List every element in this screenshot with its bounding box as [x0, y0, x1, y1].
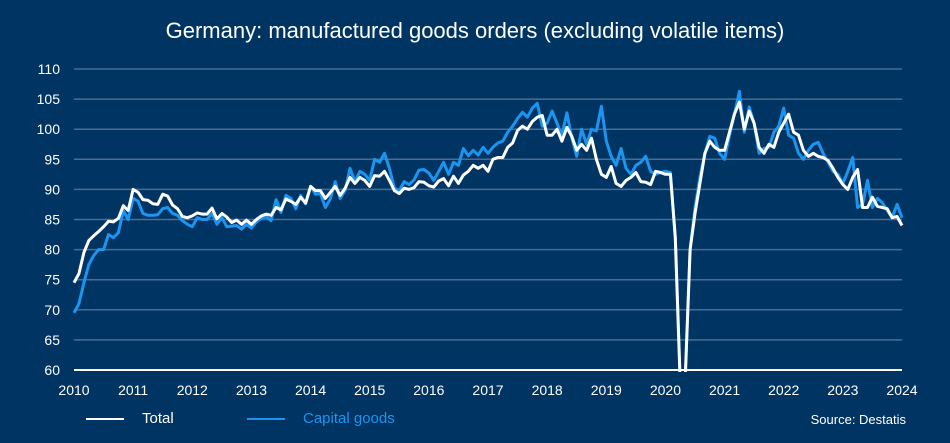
y-tick-label: 70 [44, 302, 60, 318]
y-axis: 60 65 70 75 80 85 90 95 100 105 110 [37, 61, 61, 378]
x-tick-label: 2015 [354, 382, 385, 398]
x-tick-label: 2023 [827, 382, 858, 398]
x-tick-label: 2012 [177, 382, 208, 398]
x-tick-label: 2019 [591, 382, 622, 398]
x-tick-label: 2021 [709, 382, 740, 398]
y-tick-label: 80 [44, 242, 60, 258]
y-tick-label: 90 [44, 181, 60, 197]
y-tick-label: 110 [38, 61, 61, 77]
x-tick-label: 2011 [118, 382, 148, 398]
y-tick-label: 75 [44, 272, 60, 288]
source-note: Source: Destatis [810, 412, 906, 427]
legend-item-capital-goods[interactable]: Capital goods [247, 410, 395, 427]
y-tick-label: 95 [44, 151, 60, 167]
legend-item-total[interactable]: Total [86, 410, 174, 427]
legend-label-total: Total [142, 410, 174, 427]
y-tick-label: 85 [44, 212, 60, 228]
series-group [72, 89, 904, 372]
x-tick-label: 2017 [472, 382, 503, 398]
x-tick-label: 2014 [295, 382, 326, 398]
legend-label-capital-goods: Capital goods [303, 410, 395, 427]
y-tick-label: 100 [37, 121, 61, 137]
x-tick-label: 2013 [236, 382, 267, 398]
y-tick-label: 105 [37, 91, 61, 107]
x-tick-label: 2016 [413, 382, 444, 398]
series-line-capital-goods [72, 89, 904, 372]
chart-title: Germany: manufactured goods orders (excl… [165, 18, 785, 43]
x-tick-label: 2018 [532, 382, 563, 398]
y-tick-label: 65 [44, 332, 60, 348]
x-tick-label: 2024 [886, 382, 917, 398]
x-tick-label: 2022 [768, 382, 799, 398]
y-tick-label: 60 [44, 362, 60, 378]
x-tick-label: 2020 [650, 382, 681, 398]
series-line-total [72, 100, 904, 372]
grid-lines [74, 68, 902, 341]
legend-swatch-capital-goods [247, 417, 285, 420]
x-axis: 2010 2011 2012 2013 2014 2015 2016 2017 2018 2019… [58, 382, 917, 398]
legend-swatch-total [86, 417, 124, 420]
x-tick-label: 2010 [58, 382, 89, 398]
